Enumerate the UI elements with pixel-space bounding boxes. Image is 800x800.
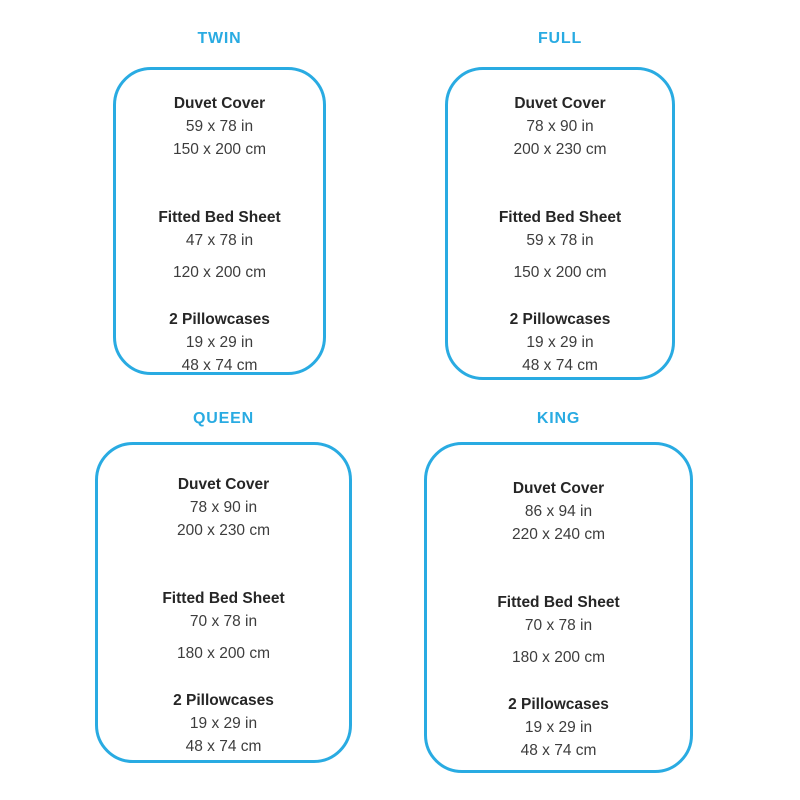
bedding-item-fitted-sheet: Fitted Bed Sheet 70 x 78 in 180 x 200 cm: [98, 587, 349, 665]
item-inches: 59 x 78 in: [185, 118, 254, 135]
bedding-item-fitted-sheet: Fitted Bed Sheet 70 x 78 in 180 x 200 cm: [427, 591, 690, 669]
item-inches: 78 x 90 in: [526, 118, 594, 135]
item-centimeters: 48 x 74 cm: [185, 738, 262, 755]
item-inches: 19 x 29 in: [189, 715, 258, 732]
item-centimeters: 48 x 74 cm: [181, 357, 258, 374]
item-centimeters: 180 x 200 cm: [176, 645, 271, 662]
item-inches: 70 x 78 in: [189, 613, 258, 630]
bedding-item-duvet: Duvet Cover 59 x 78 in 150 x 200 cm: [116, 92, 323, 161]
bedding-item-fitted-sheet: Fitted Bed Sheet 47 x 78 in 120 x 200 cm: [116, 206, 323, 284]
size-group-king: KING Duvet Cover 86 x 94 in 220 x 240 cm…: [424, 410, 693, 773]
size-card: Duvet Cover 86 x 94 in 220 x 240 cm Fitt…: [424, 442, 693, 773]
item-title: Duvet Cover: [514, 95, 606, 112]
item-centimeters: 48 x 74 cm: [522, 357, 598, 374]
item-title: Duvet Cover: [173, 95, 266, 112]
item-inches: 19 x 29 in: [524, 719, 593, 736]
item-title: 2 Pillowcases: [508, 696, 609, 713]
item-centimeters: 150 x 200 cm: [513, 264, 607, 281]
size-group-full: FULL Duvet Cover 78 x 90 in 200 x 230 cm…: [445, 30, 675, 380]
size-card: Duvet Cover 59 x 78 in 150 x 200 cm Fitt…: [113, 67, 326, 375]
item-title: Fitted Bed Sheet: [497, 594, 620, 611]
bedding-item-fitted-sheet: Fitted Bed Sheet 59 x 78 in 150 x 200 cm: [448, 206, 672, 284]
item-title: Duvet Cover: [512, 480, 605, 497]
size-group-title: TWIN: [197, 30, 242, 47]
size-group-title: KING: [536, 410, 581, 427]
item-inches: 70 x 78 in: [524, 617, 593, 634]
item-title: 2 Pillowcases: [173, 692, 274, 709]
bedding-item-pillowcases: 2 Pillowcases 19 x 29 in 48 x 74 cm: [98, 689, 349, 758]
item-title: Fitted Bed Sheet: [158, 209, 281, 226]
item-centimeters: 200 x 230 cm: [513, 141, 607, 158]
item-inches: 86 x 94 in: [524, 503, 593, 520]
item-inches: 59 x 78 in: [526, 232, 594, 249]
item-title: Fitted Bed Sheet: [498, 209, 622, 226]
item-inches: 19 x 29 in: [526, 334, 594, 351]
size-group-queen: QUEEN Duvet Cover 78 x 90 in 200 x 230 c…: [95, 410, 352, 763]
item-centimeters: 220 x 240 cm: [511, 526, 606, 543]
bedding-item-duvet: Duvet Cover 78 x 90 in 200 x 230 cm: [98, 473, 349, 542]
item-centimeters: 48 x 74 cm: [520, 742, 597, 759]
item-inches: 19 x 29 in: [185, 334, 254, 351]
size-group-title: QUEEN: [193, 410, 254, 427]
item-centimeters: 150 x 200 cm: [172, 141, 267, 158]
item-inches: 47 x 78 in: [185, 232, 254, 249]
size-card: Duvet Cover 78 x 90 in 200 x 230 cm Fitt…: [445, 67, 675, 380]
bedding-item-pillowcases: 2 Pillowcases 19 x 29 in 48 x 74 cm: [448, 308, 672, 377]
item-centimeters: 200 x 230 cm: [176, 522, 271, 539]
item-title: 2 Pillowcases: [509, 311, 611, 328]
bedding-item-duvet: Duvet Cover 78 x 90 in 200 x 230 cm: [448, 92, 672, 161]
item-centimeters: 180 x 200 cm: [511, 649, 606, 666]
bedding-item-pillowcases: 2 Pillowcases 19 x 29 in 48 x 74 cm: [116, 308, 323, 377]
item-title: Duvet Cover: [177, 476, 270, 493]
item-title: 2 Pillowcases: [169, 311, 270, 328]
size-group-twin: TWIN Duvet Cover 59 x 78 in 150 x 200 cm…: [113, 30, 326, 375]
item-centimeters: 120 x 200 cm: [172, 264, 267, 281]
size-card: Duvet Cover 78 x 90 in 200 x 230 cm Fitt…: [95, 442, 352, 763]
item-inches: 78 x 90 in: [189, 499, 258, 516]
bedding-item-duvet: Duvet Cover 86 x 94 in 220 x 240 cm: [427, 477, 690, 546]
item-title: Fitted Bed Sheet: [162, 590, 285, 607]
bedding-item-pillowcases: 2 Pillowcases 19 x 29 in 48 x 74 cm: [427, 693, 690, 762]
size-group-title: FULL: [537, 30, 583, 47]
